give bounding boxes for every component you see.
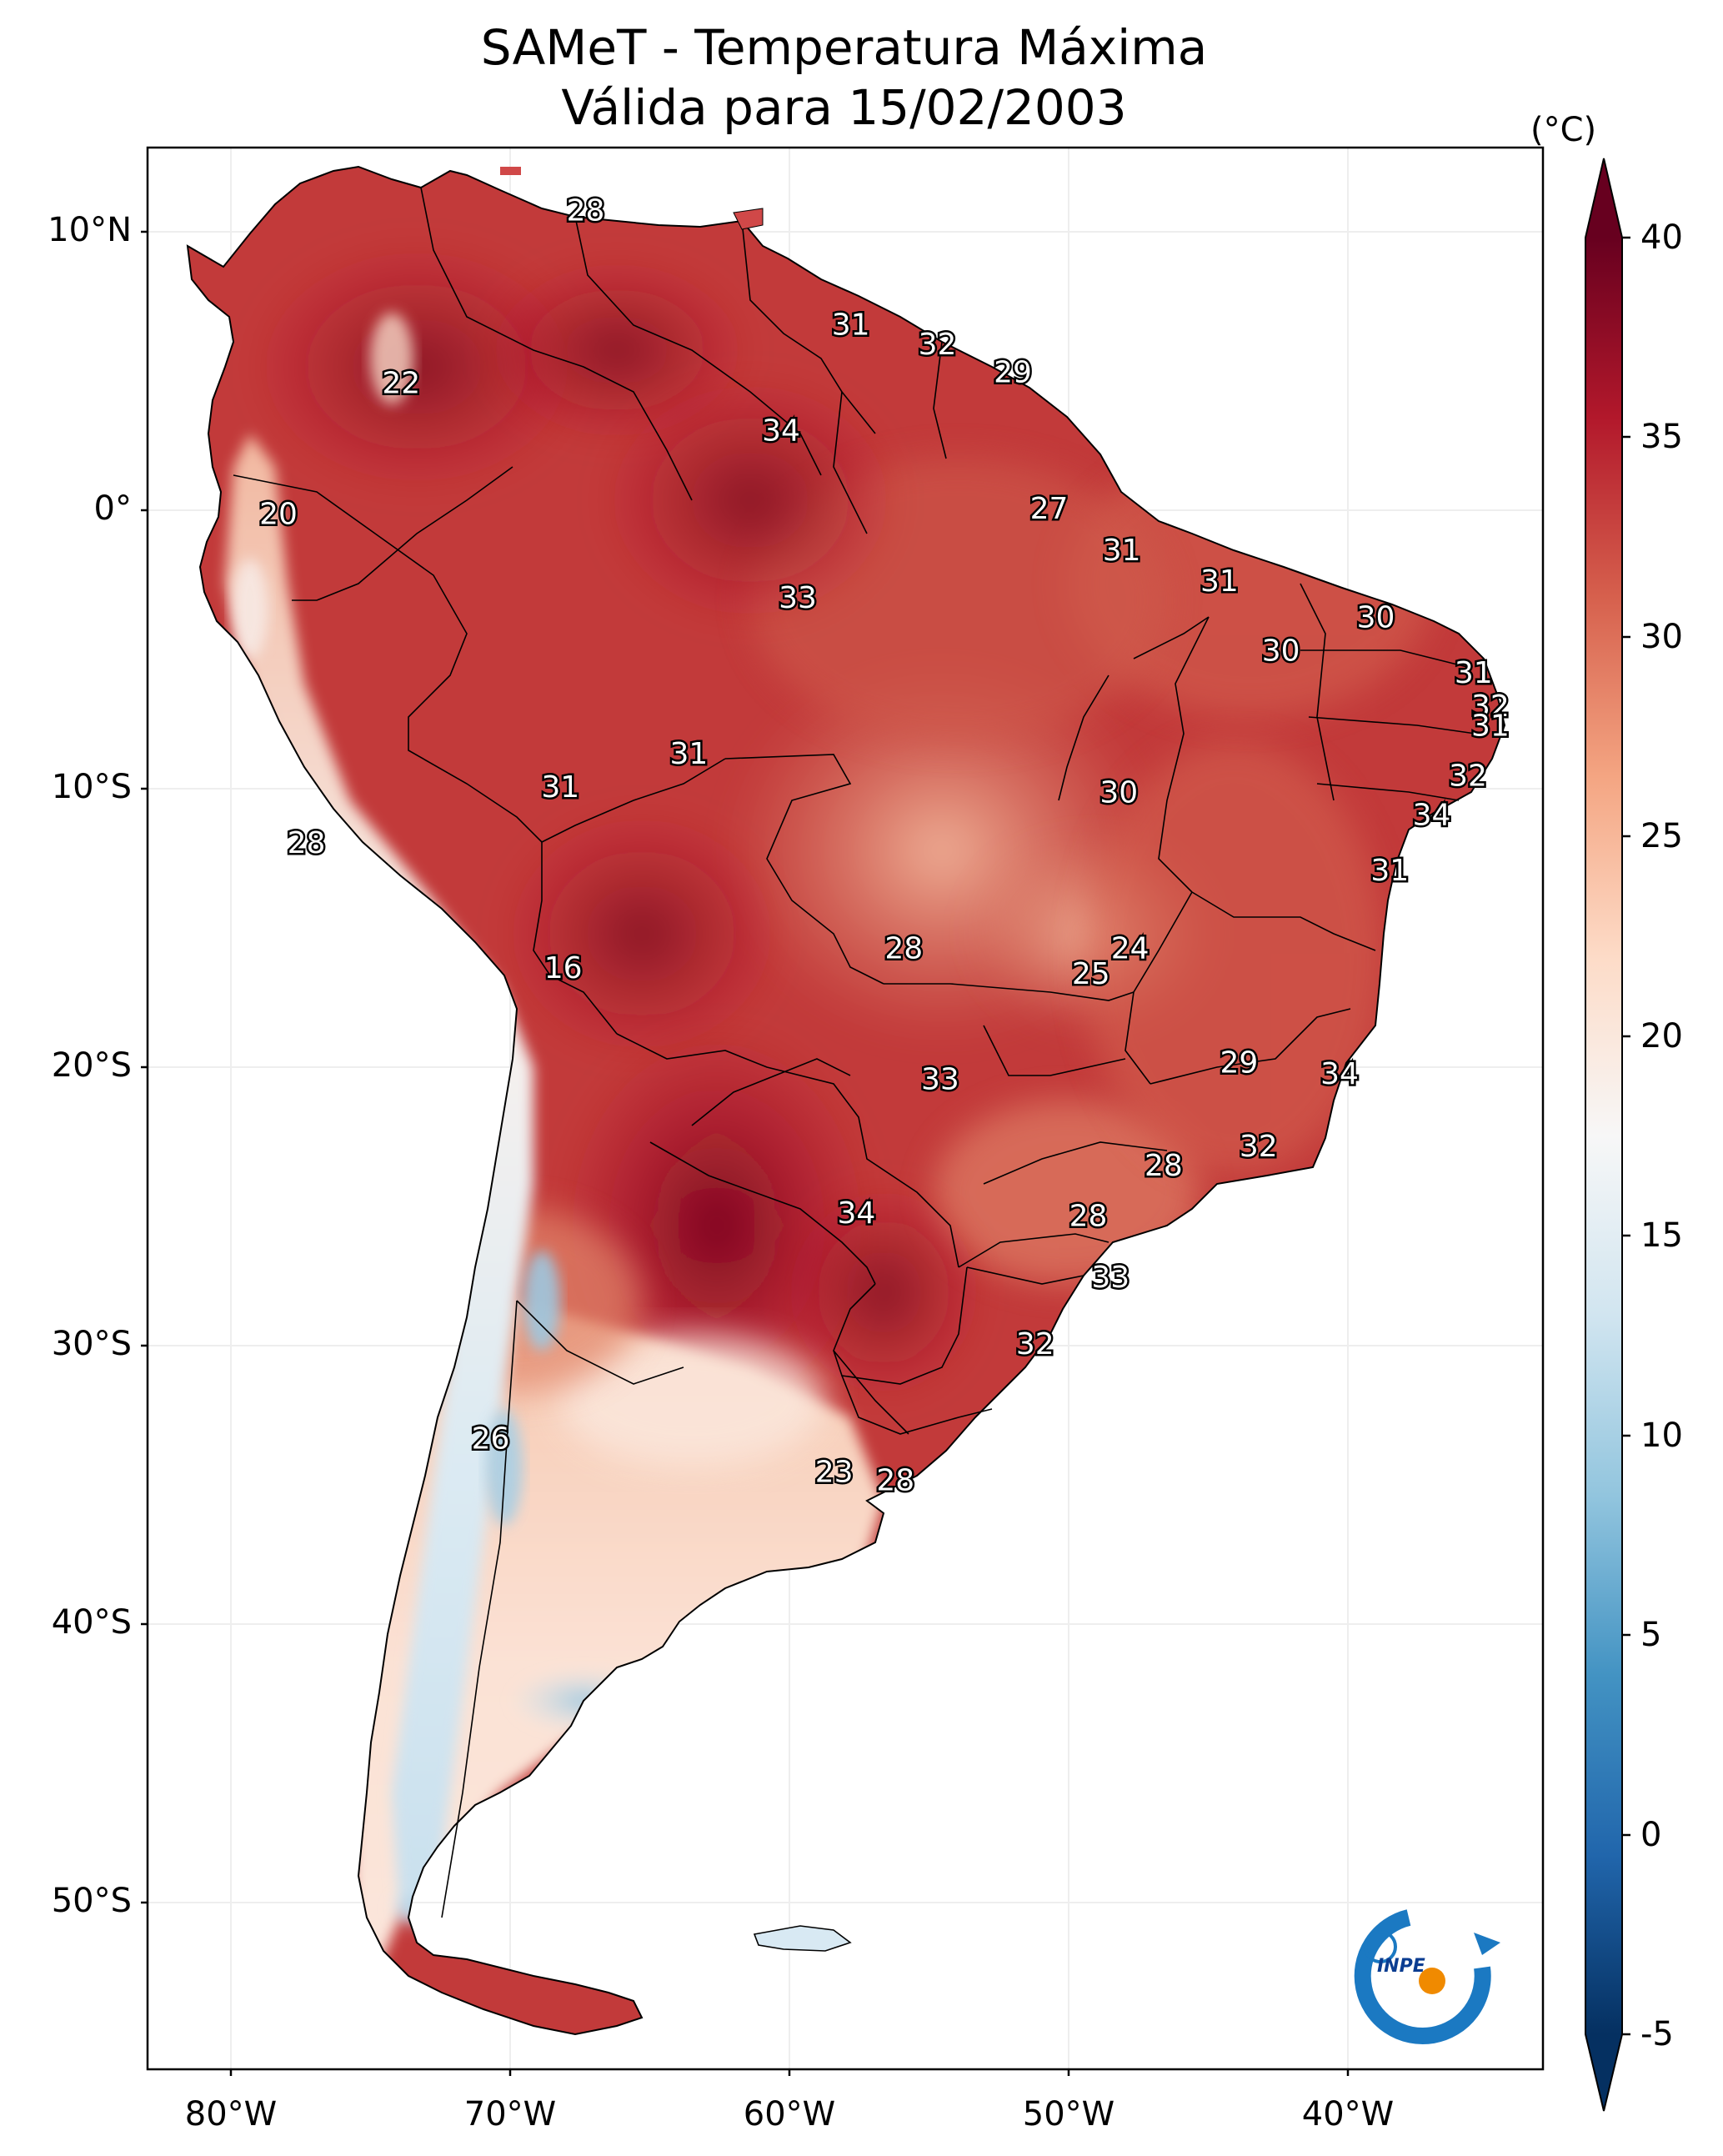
station-value-label: 34 bbox=[1320, 1057, 1359, 1091]
colorbar-tick-label: 10 bbox=[1640, 1416, 1683, 1455]
station-value-label: 31 bbox=[1103, 534, 1141, 568]
station-value-label: 31 bbox=[541, 770, 579, 805]
station-value-label: 32 bbox=[1471, 689, 1510, 724]
colorbar-tick-label: -5 bbox=[1640, 2015, 1674, 2053]
station-value-label: 31 bbox=[832, 308, 870, 343]
station-value-label: 31 bbox=[1471, 709, 1510, 744]
lat-label: 50°S bbox=[51, 1882, 132, 1920]
station-value-label: 29 bbox=[1220, 1046, 1258, 1081]
station-value-label: 29 bbox=[994, 355, 1032, 389]
logo-sun-icon bbox=[1419, 1968, 1445, 1994]
lat-label: 20°S bbox=[51, 1046, 132, 1085]
lat-label: 10°N bbox=[48, 211, 132, 249]
station-value-label: 33 bbox=[779, 581, 817, 615]
station-value-label: 34 bbox=[1413, 798, 1451, 832]
station-value-label: 30 bbox=[1099, 776, 1138, 810]
station-value-label: 32 bbox=[1449, 760, 1487, 794]
map-title: SAMeT - Temperatura Máxima bbox=[480, 19, 1208, 76]
station-value-label: 31 bbox=[1370, 854, 1409, 888]
map-subtitle: Válida para 15/02/2003 bbox=[561, 79, 1127, 136]
station-value-label: 28 bbox=[288, 826, 326, 860]
station-value-label: 26 bbox=[472, 1422, 510, 1457]
map-frame bbox=[146, 146, 1545, 2071]
station-value-label: 22 bbox=[382, 367, 420, 401]
station-value-label: 30 bbox=[1357, 600, 1395, 634]
lat-label: 30°S bbox=[51, 1325, 132, 1363]
station-value-label: 28 bbox=[1069, 1199, 1108, 1233]
station-value-label: 33 bbox=[1091, 1261, 1129, 1295]
station-value-label: 31 bbox=[669, 737, 708, 771]
station-value-label: 34 bbox=[837, 1196, 875, 1231]
logo-text: INPE bbox=[1377, 1956, 1425, 1977]
station-value-label: 32 bbox=[1240, 1130, 1278, 1164]
colorbar-tick-label: 20 bbox=[1640, 1017, 1683, 1055]
station-value-label: 28 bbox=[876, 1464, 914, 1498]
colorbar-tick-label: 25 bbox=[1640, 817, 1683, 855]
lon-label: 70°W bbox=[463, 2095, 557, 2133]
station-value-label: 25 bbox=[1072, 957, 1110, 991]
station-value-label: 33 bbox=[921, 1063, 959, 1097]
station-value-label: 27 bbox=[1030, 492, 1069, 526]
colorbar-tick-label: 30 bbox=[1640, 618, 1683, 656]
station-value-label: 32 bbox=[919, 328, 957, 362]
colorbar-tick-label: 40 bbox=[1640, 218, 1683, 257]
station-value-label: 31 bbox=[1200, 564, 1239, 599]
station-value-label: 24 bbox=[1111, 932, 1150, 966]
station-value-label: 28 bbox=[884, 932, 923, 966]
falkland-islands bbox=[753, 1925, 852, 1952]
caribbean-island bbox=[733, 208, 764, 230]
logo-arrow-icon bbox=[1474, 1933, 1500, 1955]
station-value-label: 16 bbox=[544, 951, 583, 985]
colorbar bbox=[1585, 158, 1630, 2112]
colorbar-tick-label: 35 bbox=[1640, 418, 1683, 456]
colorbar-unit: (°C) bbox=[1530, 111, 1597, 149]
station-value-label: 23 bbox=[815, 1456, 854, 1490]
lon-label: 60°W bbox=[743, 2095, 836, 2133]
inpe-logo: INPE bbox=[1354, 1909, 1500, 2045]
lat-label: 40°S bbox=[51, 1603, 132, 1642]
caribbean-island bbox=[500, 167, 521, 175]
station-value-label: 20 bbox=[259, 498, 298, 532]
lat-label: 10°S bbox=[51, 768, 132, 806]
lon-label: 40°W bbox=[1301, 2095, 1395, 2133]
station-value-label: 32 bbox=[1016, 1327, 1054, 1361]
station-value-label: 28 bbox=[1144, 1149, 1183, 1183]
lon-label: 80°W bbox=[184, 2095, 278, 2133]
colorbar-tick-label: 0 bbox=[1640, 1816, 1662, 1854]
country-borders bbox=[233, 187, 1476, 1918]
axis-ticks bbox=[141, 230, 1350, 2076]
station-value-label: 30 bbox=[1262, 634, 1300, 668]
logo-arc-icon bbox=[1354, 1909, 1491, 2045]
lon-label: 50°W bbox=[1022, 2095, 1115, 2133]
station-value-label: 28 bbox=[567, 194, 605, 228]
colorbar-tick-label: 5 bbox=[1640, 1616, 1662, 1654]
station-value-label: 34 bbox=[762, 414, 800, 449]
colorbar-tick-label: 15 bbox=[1640, 1216, 1683, 1255]
lat-label: 0° bbox=[93, 489, 132, 528]
station-value-label: 31 bbox=[1455, 656, 1493, 690]
